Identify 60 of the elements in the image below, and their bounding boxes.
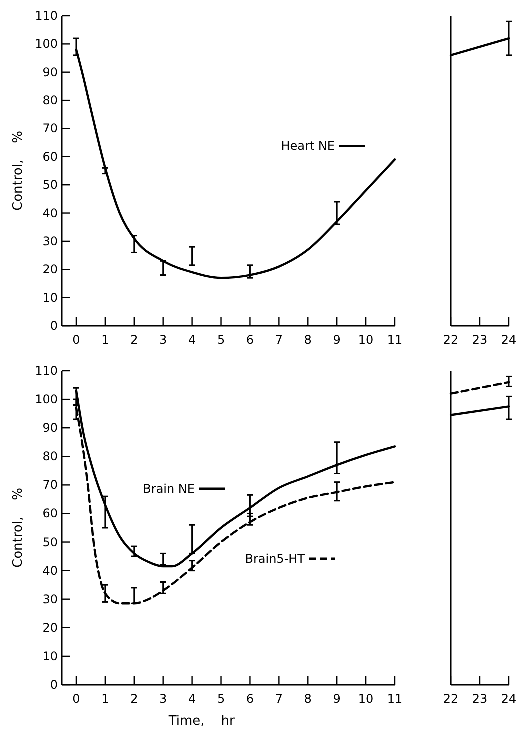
y-tick-label: 70 [42,122,58,136]
x-tick-label: 1 [102,692,110,706]
y-tick-label: 10 [42,290,58,305]
x-tick-label: 10 [358,333,374,347]
x-tick-label: 2 [130,692,138,706]
y-tick-label: 90 [42,65,58,80]
x-tick-label: 23 [472,333,488,347]
y-tick-label: 100 [35,392,58,407]
x-tick-label: 4 [188,692,196,706]
y-tick-label: 50 [42,535,58,550]
x-tick-label: 0 [72,692,80,706]
y-tick-label: 0 [50,319,58,333]
y-tick-label: 40 [42,206,58,220]
x-tick-label: 11 [387,333,403,347]
y-tick-label: 80 [42,450,58,464]
x-tick-label: 9 [333,692,341,706]
x-tick-label: 6 [246,333,254,347]
x-tick-label: 8 [304,692,312,706]
x-tick-label: 0 [72,333,80,347]
y-tick-label: 10 [42,649,58,664]
y-tick-label: 60 [42,506,58,521]
x-tick-label: 11 [387,692,403,706]
x-tick-label: 1 [102,333,110,347]
y-tick-label: 20 [42,262,58,277]
x-axis-title: Time, hr [168,714,236,729]
y-tick-label: 30 [42,592,58,606]
y-tick-label: 40 [42,564,58,578]
x-tick-label: 3 [160,333,168,347]
y-tick-label: 110 [35,364,58,378]
x-tick-label: 2 [130,333,138,347]
y-tick-label: 50 [42,178,58,192]
x-tick-label: 3 [160,692,168,706]
x-tick-label: 23 [472,692,488,706]
y-tick-label: 20 [42,620,58,635]
x-tick-label: 10 [358,692,374,706]
x-tick-label: 24 [501,333,517,347]
y-axis-title: Control, % [11,130,26,212]
x-tick-label: 7 [275,692,283,706]
x-tick-label: 8 [304,333,312,347]
y-axis-title: Control, % [11,488,26,568]
y-tick-label: 80 [42,94,58,108]
x-tick-label: 22 [443,692,459,706]
x-tick-label: 9 [333,333,341,347]
legend-label: Brain NE [143,482,195,496]
legend-label: Brain5-HT [245,552,306,566]
y-tick-label: 110 [35,9,58,23]
x-tick-label: 6 [246,692,254,706]
y-tick-label: 0 [50,678,58,692]
y-tick-label: 90 [42,421,58,436]
x-tick-label: 7 [275,333,283,347]
x-tick-label: 22 [443,333,459,347]
y-tick-label: 60 [42,150,58,164]
y-tick-label: 100 [35,37,58,52]
x-tick-label: 5 [217,333,226,347]
y-tick-label: 30 [42,234,58,248]
y-tick-label: 70 [42,478,58,492]
x-tick-label: 5 [217,692,226,706]
x-tick-label: 4 [188,333,196,347]
x-tick-label: 24 [501,692,517,706]
legend-label: Heart NE [281,139,335,154]
